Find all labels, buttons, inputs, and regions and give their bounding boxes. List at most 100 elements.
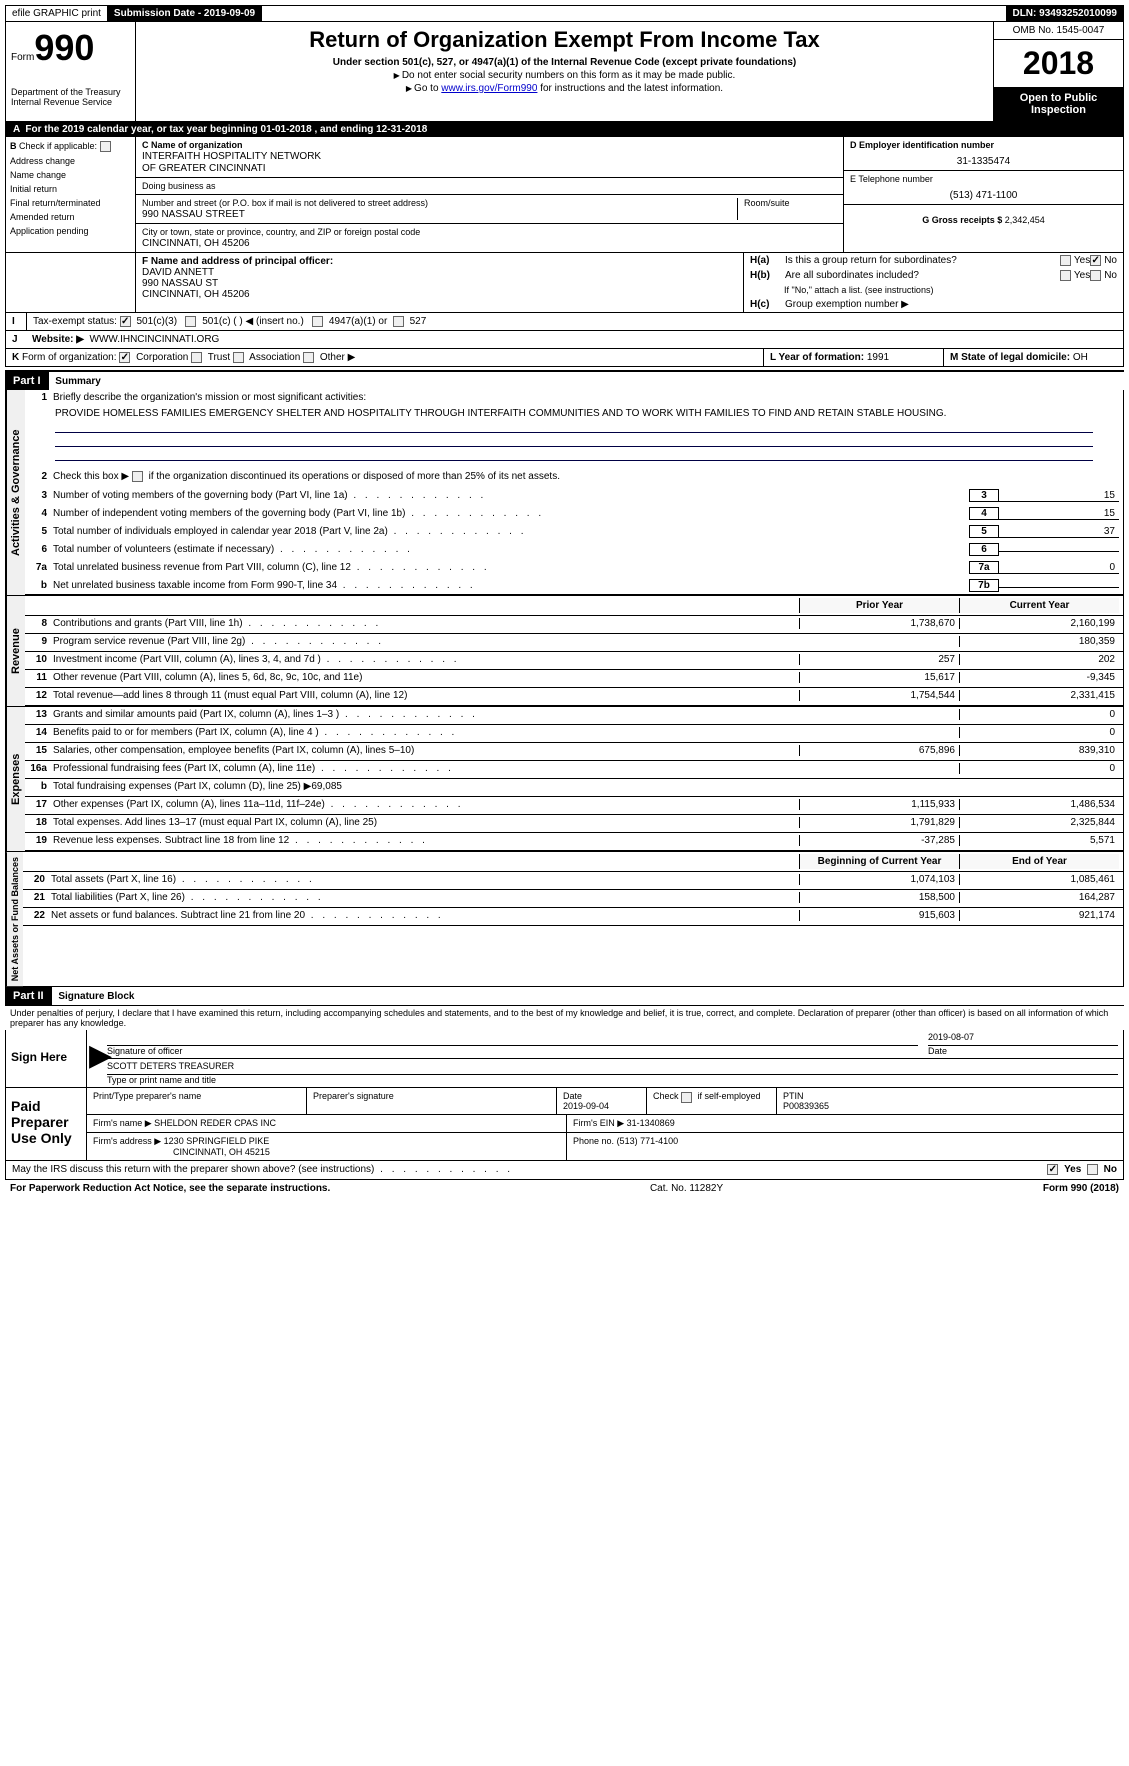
website-label: Website: ▶ <box>32 334 84 345</box>
cb-corp[interactable] <box>119 352 130 363</box>
firm-addr-label: Firm's address ▶ <box>93 1136 161 1146</box>
ssn-warning: Do not enter social security numbers on … <box>141 70 988 81</box>
l22-text: Net assets or fund balances. Subtract li… <box>51 910 799 921</box>
ha-yes[interactable] <box>1060 255 1071 266</box>
l20-current: 1,085,461 <box>959 874 1119 885</box>
l15-prior: 675,896 <box>799 745 959 756</box>
l2-text: Check this box ▶ if the organization dis… <box>53 471 1119 482</box>
l5-val: 37 <box>999 526 1119 538</box>
website-value: WWW.IHNCINCINNATI.ORG <box>90 334 220 345</box>
gross-receipts-label: G Gross receipts $ <box>922 215 1002 225</box>
penalty-text: Under penalties of perjury, I declare th… <box>5 1005 1124 1030</box>
opt-501c: 501(c) ( ) ◀ (insert no.) <box>202 316 304 327</box>
ha-text: Is this a group return for subordinates? <box>785 255 1060 266</box>
form-number: 990 <box>34 27 94 68</box>
part1-title: Summary <box>55 376 101 387</box>
city-value: CINCINNATI, OH 45206 <box>142 238 837 249</box>
cb-self-employed[interactable] <box>681 1092 692 1103</box>
k-l-m-row: K Form of organization: Corporation Trus… <box>5 349 1124 367</box>
cb-other[interactable] <box>303 352 314 363</box>
irs-label: Internal Revenue Service <box>11 97 130 107</box>
l9-text: Program service revenue (Part VIII, line… <box>53 636 799 647</box>
firm-addr1: 1230 SPRINGFIELD PIKE <box>164 1136 270 1146</box>
prior-year-header: Prior Year <box>799 598 959 613</box>
l10-text: Investment income (Part VIII, column (A)… <box>53 654 799 665</box>
cb-trust[interactable] <box>191 352 202 363</box>
phone-value: (513) 471-1100 <box>850 190 1117 201</box>
l22-current: 921,174 <box>959 910 1119 921</box>
opt-assoc: Association <box>249 352 300 363</box>
vert-revenue: Revenue <box>6 596 25 706</box>
l8-current: 2,160,199 <box>959 618 1119 629</box>
cb-527[interactable] <box>393 316 404 327</box>
l21-current: 164,287 <box>959 892 1119 903</box>
period-bar: A For the 2019 calendar year, or tax yea… <box>5 122 1124 137</box>
l9-current: 180,359 <box>959 636 1119 647</box>
l10-prior: 257 <box>799 654 959 665</box>
vert-activities: Activities & Governance <box>6 390 25 595</box>
sign-arrow-icon: ▶ <box>87 1030 102 1087</box>
firm-name: SHELDON REDER CPAS INC <box>154 1118 276 1128</box>
l14-current: 0 <box>959 727 1119 738</box>
ha-no[interactable] <box>1090 255 1101 266</box>
l4-text: Number of independent voting members of … <box>53 508 961 519</box>
l4-val: 15 <box>999 508 1119 520</box>
discuss-no[interactable] <box>1087 1164 1098 1175</box>
cb-501c[interactable] <box>185 316 196 327</box>
ptin-value: P00839365 <box>783 1101 829 1111</box>
efile-label: efile GRAPHIC print <box>6 6 108 21</box>
discuss-yes[interactable] <box>1047 1164 1058 1175</box>
opt-application-pending: Application pending <box>10 226 131 236</box>
firm-phone: (513) 771-4100 <box>617 1136 679 1146</box>
l11-text: Other revenue (Part VIII, column (A), li… <box>53 672 799 683</box>
dept-treasury: Department of the Treasury <box>11 87 130 97</box>
opt-address-change: Address change <box>10 156 131 166</box>
form-prefix: Form <box>11 52 34 63</box>
cb-4947[interactable] <box>312 316 323 327</box>
l17-current: 1,486,534 <box>959 799 1119 810</box>
hb-no[interactable] <box>1090 270 1101 281</box>
l8-text: Contributions and grants (Part VIII, lin… <box>53 618 799 629</box>
cb-discontinued[interactable] <box>132 471 143 482</box>
opt-initial-return: Initial return <box>10 184 131 194</box>
hb-note: If "No," attach a list. (see instruction… <box>744 283 1123 297</box>
opt-corp: Corporation <box>136 352 188 363</box>
vert-net-assets: Net Assets or Fund Balances <box>6 852 23 986</box>
state-domicile-label: M State of legal domicile: <box>950 352 1070 363</box>
cb-501c3[interactable] <box>120 316 131 327</box>
l18-prior: 1,791,829 <box>799 817 959 828</box>
footer-form-num: 990 <box>1071 1183 1088 1194</box>
paid-preparer-block: Paid Preparer Use Only Print/Type prepar… <box>5 1088 1124 1161</box>
hb-text: Are all subordinates included? <box>785 270 1060 281</box>
l15-current: 839,310 <box>959 745 1119 756</box>
l19-text: Revenue less expenses. Subtract line 18 … <box>53 835 799 846</box>
hc-text: Group exemption number ▶ <box>785 299 909 310</box>
l15-text: Salaries, other compensation, employee b… <box>53 745 799 756</box>
discuss-text: May the IRS discuss this return with the… <box>12 1164 513 1175</box>
f-label: F Name and address of principal officer: <box>142 256 333 267</box>
l3-val: 15 <box>999 490 1119 502</box>
hb-yes[interactable] <box>1060 270 1071 281</box>
cb-assoc[interactable] <box>233 352 244 363</box>
l11-prior: 15,617 <box>799 672 959 683</box>
cat-no: Cat. No. 11282Y <box>650 1183 723 1194</box>
eoy-header: End of Year <box>959 854 1119 869</box>
l6-val <box>999 551 1119 552</box>
firm-phone-label: Phone no. <box>573 1136 614 1146</box>
part1-header: Part I <box>5 372 49 390</box>
opt-501c3: 501(c)(3) <box>136 316 177 327</box>
form-org-label: Form of organization: <box>22 352 117 363</box>
name-title-label: Type or print name and title <box>107 1075 216 1085</box>
goto-prefix: Go to <box>406 83 441 94</box>
irs-link[interactable]: www.irs.gov/Form990 <box>441 83 537 94</box>
open-to-public: Open to Public Inspection <box>994 87 1123 121</box>
opt-527: 527 <box>410 316 427 327</box>
checkbox-applicable[interactable] <box>100 141 111 152</box>
f-h-block: F Name and address of principal officer:… <box>5 253 1124 313</box>
l19-prior: -37,285 <box>799 835 959 846</box>
opt-other: Other ▶ <box>320 352 355 363</box>
boy-header: Beginning of Current Year <box>799 854 959 869</box>
sig-officer-label: Signature of officer <box>107 1046 182 1056</box>
paid-preparer-label: Paid Preparer Use Only <box>6 1088 86 1160</box>
l13-current: 0 <box>959 709 1119 720</box>
